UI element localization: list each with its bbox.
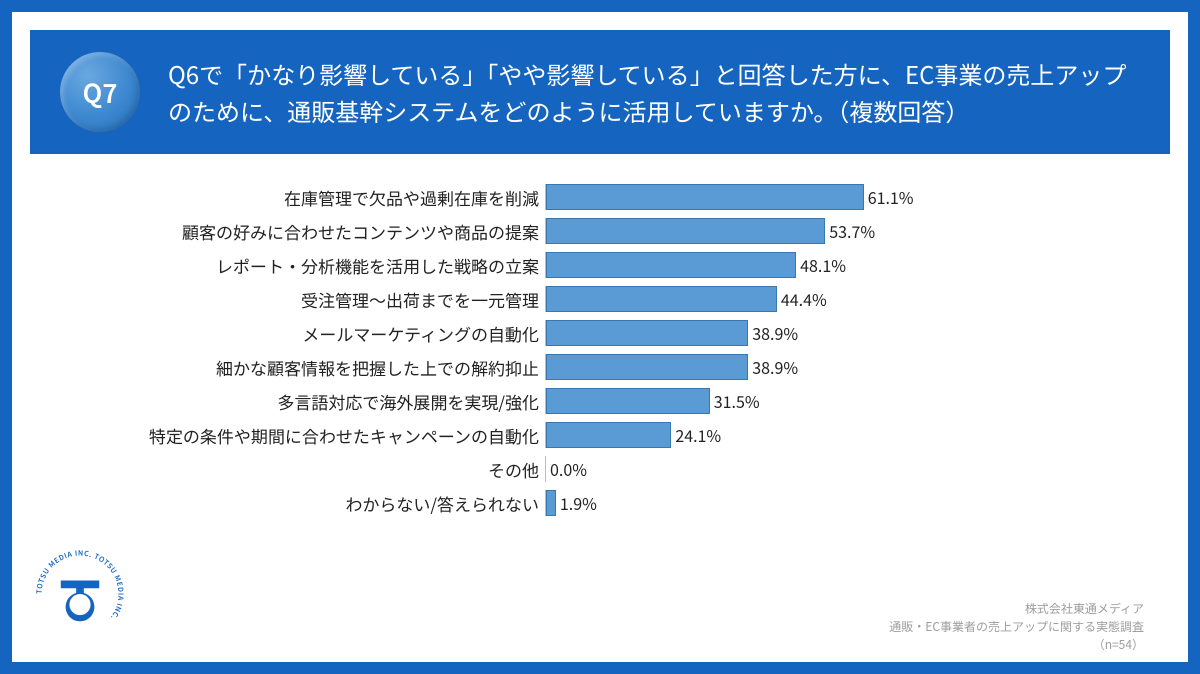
bar-cell: 38.9% [545, 320, 1065, 346]
bar-label: 特定の条件や期間に合わせたキャンペーンの自動化 [135, 423, 545, 448]
bar-cell: 0.0% [545, 456, 1065, 482]
logo-mark-icon [61, 581, 99, 622]
bar-cell: 31.5% [545, 388, 1065, 414]
white-panel: Q7 Q6で「かなり影響している」「やや影響している」と回答した方に、EC事業の… [12, 12, 1188, 662]
bar-cell: 61.1% [545, 184, 1065, 210]
bar-label: わからない/答えられない [135, 491, 545, 516]
bar-cell: 48.1% [545, 252, 1065, 278]
bar-value: 0.0% [550, 457, 587, 481]
outer-frame: Q7 Q6で「かなり影響している」「やや影響している」と回答した方に、EC事業の… [0, 0, 1200, 674]
source-company: 株式会社東通メディア [889, 600, 1144, 618]
question-header: Q7 Q6で「かなり影響している」「やや影響している」と回答した方に、EC事業の… [30, 30, 1170, 154]
bar-value: 48.1% [800, 253, 846, 277]
source-notes: 株式会社東通メディア 通販・EC事業者の売上アップに関する実態調査 （n=54） [889, 600, 1144, 654]
bar-cell: 24.1% [545, 422, 1065, 448]
bar [546, 354, 748, 380]
bar-label: その他 [135, 457, 545, 482]
bar-value: 38.9% [752, 321, 798, 345]
company-logo: TOTSU MEDIA INC. TOTSU MEDIA INC. [32, 546, 128, 642]
bar [546, 286, 777, 312]
question-text: Q6で「かなり影響している」「やや影響している」と回答した方に、EC事業の売上ア… [168, 55, 1130, 129]
bar-label: レポート・分析機能を活用した戦略の立案 [135, 253, 545, 278]
bar [546, 184, 864, 210]
bar-value: 44.4% [781, 287, 827, 311]
chart-area: 在庫管理で欠品や過剰在庫を削減 61.1% 顧客の好みに合わせたコンテンツや商品の提… [12, 154, 1188, 662]
bar-label: 顧客の好みに合わせたコンテンツや商品の提案 [135, 219, 545, 244]
horizontal-bar-chart: 在庫管理で欠品や過剰在庫を削減 61.1% 顧客の好みに合わせたコンテンツや商品の提… [52, 184, 1148, 516]
bar [546, 490, 556, 516]
bar-value: 24.1% [675, 423, 721, 447]
source-survey: 通販・EC事業者の売上アップに関する実態調査 [889, 618, 1144, 636]
bar-value: 53.7% [829, 219, 875, 243]
bar [546, 252, 796, 278]
bar [546, 422, 671, 448]
bar-label: 受注管理～出荷までを一元管理 [135, 287, 545, 312]
bar-label: メールマーケティングの自動化 [135, 321, 545, 346]
bar-cell: 1.9% [545, 490, 1065, 516]
source-n: （n=54） [889, 636, 1144, 654]
bar [546, 388, 710, 414]
bar [546, 218, 825, 244]
bar-label: 細かな顧客情報を把握した上での解約抑止 [135, 355, 545, 380]
bar-cell: 38.9% [545, 354, 1065, 380]
bar-value: 1.9% [560, 491, 597, 515]
bar-label: 多言語対応で海外展開を実現/強化 [135, 389, 545, 414]
bar-value: 61.1% [868, 185, 914, 209]
question-number: Q7 [83, 74, 118, 111]
bar-value: 38.9% [752, 355, 798, 379]
question-number-badge: Q7 [60, 52, 140, 132]
bar-label: 在庫管理で欠品や過剰在庫を削減 [135, 185, 545, 210]
bar-value: 31.5% [714, 389, 760, 413]
bar [546, 320, 748, 346]
bar-cell: 53.7% [545, 218, 1065, 244]
bar-cell: 44.4% [545, 286, 1065, 312]
